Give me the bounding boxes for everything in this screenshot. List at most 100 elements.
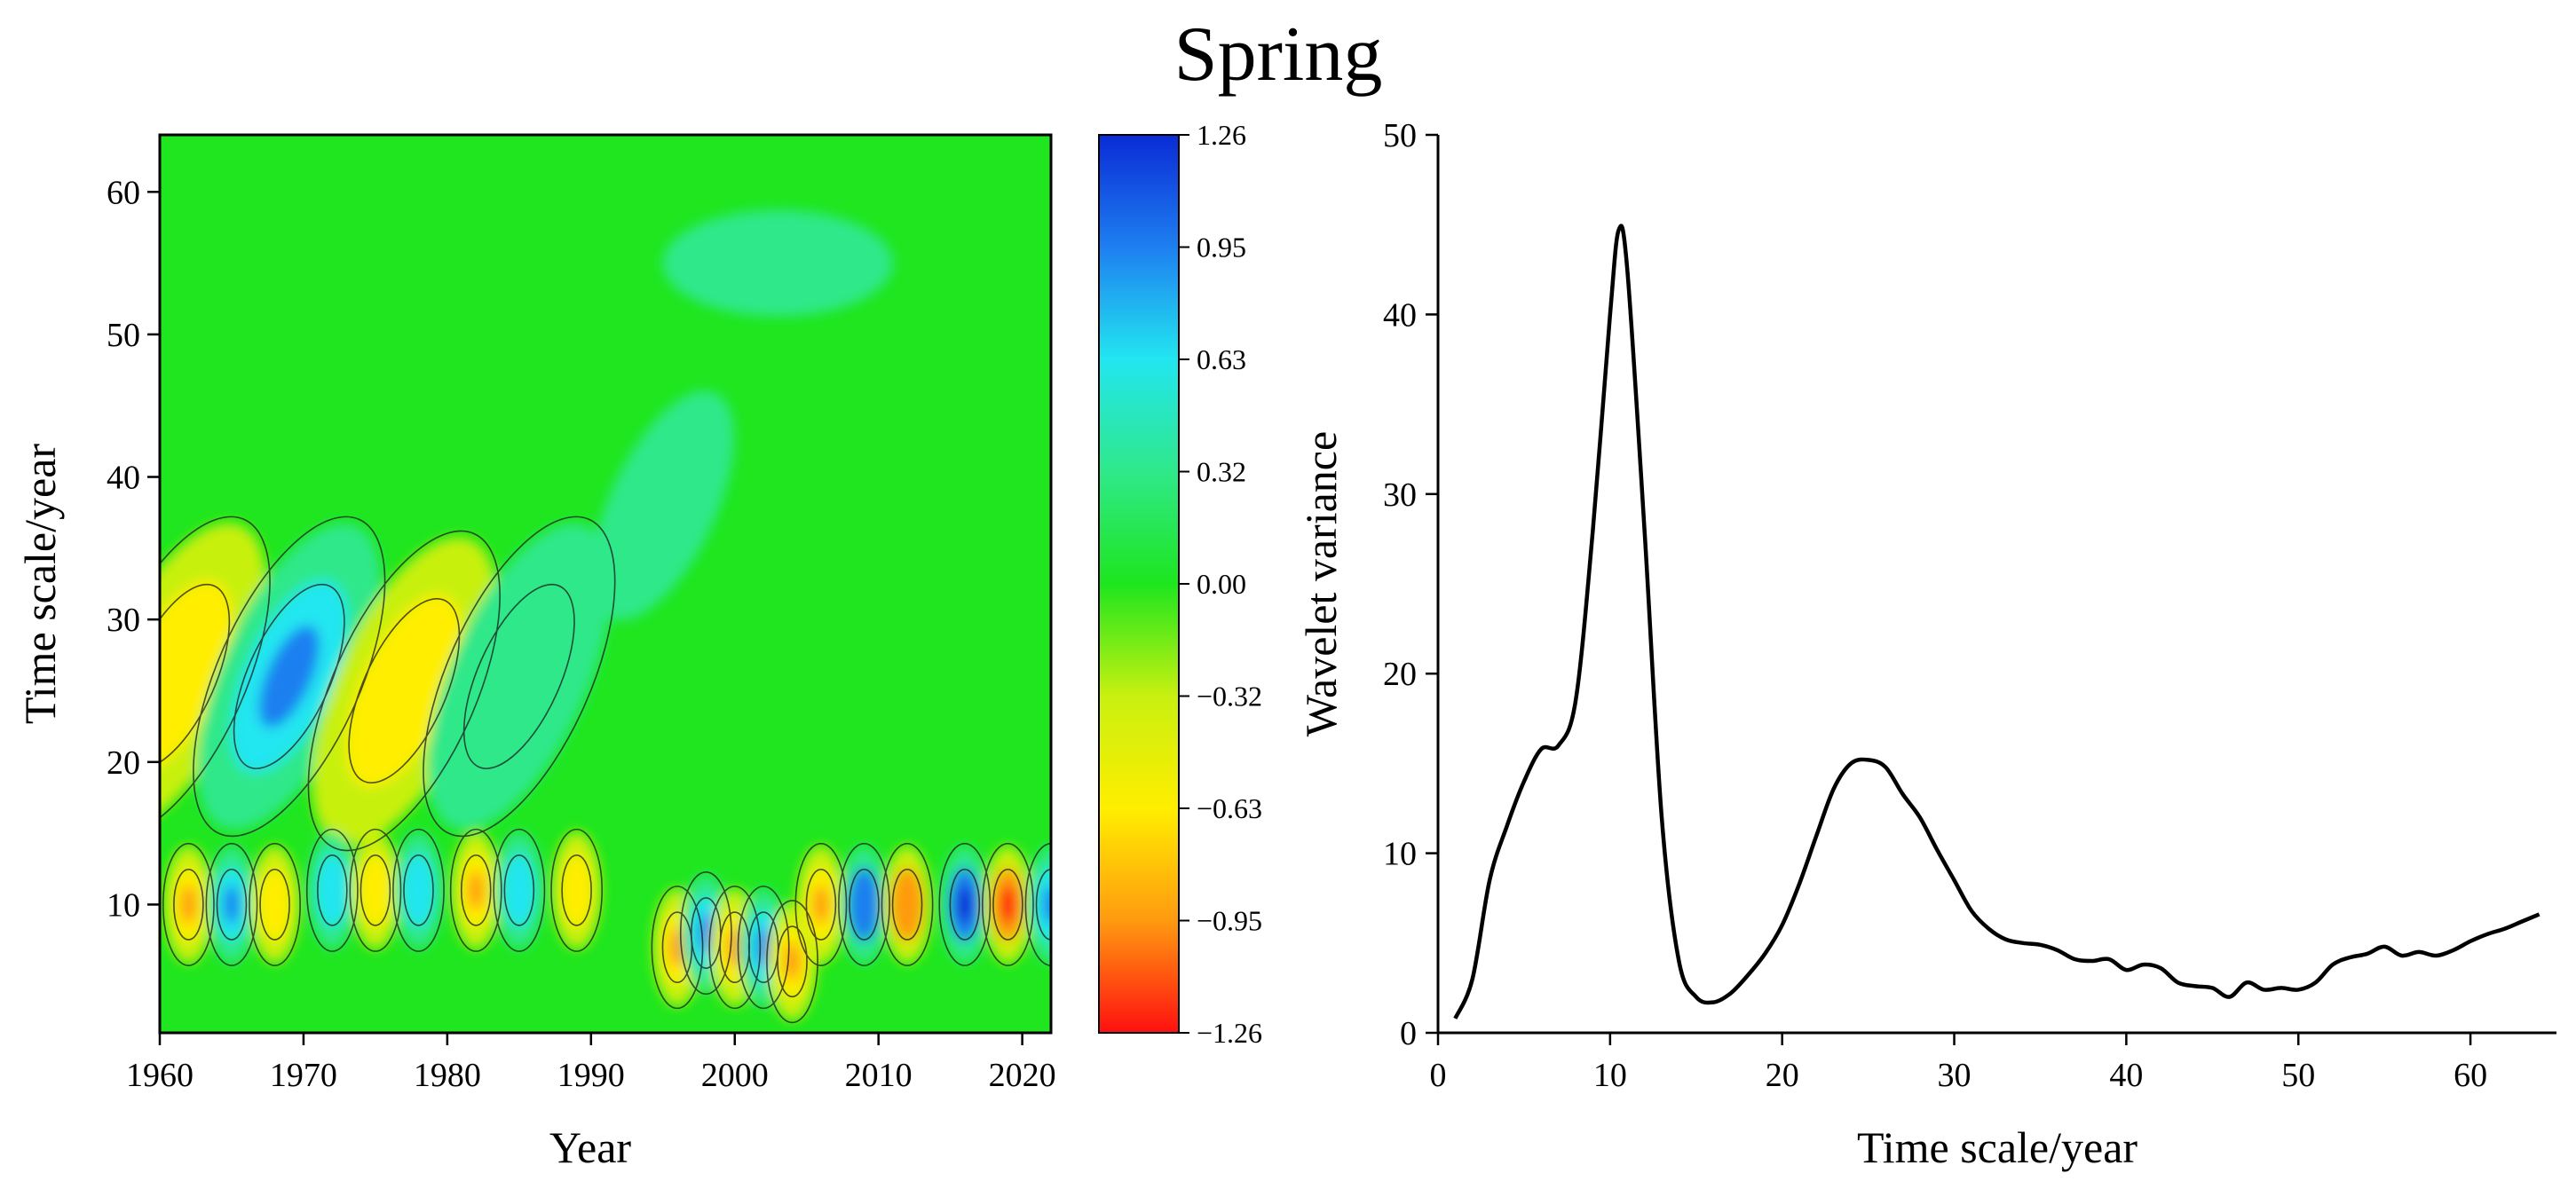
heatmap-x-tick-label: 2000 [701, 1057, 769, 1094]
heatmap-haze [591, 390, 735, 621]
heatmap-x-tick-label: 1980 [414, 1057, 481, 1094]
heatmap-contour [561, 854, 592, 926]
heatmap-y-tick-label: 40 [107, 460, 140, 497]
variance-axes: 0 10 20 30 40 50 60 0 10 20 30 40 50 [1383, 117, 2556, 1094]
heatmap-blob-core [374, 639, 435, 743]
heatmap-blob-core [224, 885, 240, 925]
heatmap-contour [881, 842, 934, 966]
heatmap-contours [160, 516, 1051, 1024]
heatmap-x-ticks: 1960 1970 1980 1990 2000 2010 2020 [126, 1033, 1056, 1094]
heatmap-contour [737, 886, 790, 1010]
heatmap-x-tick-label: 2020 [989, 1057, 1056, 1094]
heatmap-contour [423, 516, 616, 838]
colorbar-ticks: 1.26 0.95 0.63 0.32 0.00 −0.32 −0.63 −0.95 −1.26 [1179, 119, 1262, 1049]
colorbar-tick-label: −1.26 [1197, 1017, 1262, 1049]
heatmap-contour [162, 842, 215, 966]
heatmap-x-tick-label: 1960 [126, 1057, 194, 1094]
heatmap-blob-core [568, 870, 585, 910]
heatmap-blob-core [180, 885, 197, 925]
heatmap-blob-core [488, 625, 549, 728]
heatmap-contour [317, 854, 348, 926]
colorbar-tick-label: 0.32 [1197, 456, 1246, 488]
heatmap-contour [651, 886, 704, 1010]
heatmap-contour [679, 871, 732, 996]
variance-x-tick-label: 30 [1938, 1057, 1972, 1094]
colorbar-tick-label: 1.26 [1197, 119, 1246, 151]
heatmap-contour [259, 869, 290, 941]
heatmap-blob-core [856, 885, 873, 925]
heatmap-x-tick-label: 2010 [845, 1057, 913, 1094]
heatmap-contour [982, 842, 1034, 966]
heatmap-x-tick-label: 1990 [557, 1057, 625, 1094]
heatmap-blob-core [1000, 885, 1016, 925]
variance-y-tick-label: 10 [1383, 836, 1417, 873]
heatmap-blob-core [258, 625, 320, 728]
variance-y-tick-label: 40 [1383, 296, 1417, 334]
chart-title: Spring [1174, 12, 1383, 98]
colorbar-tick-label: −0.32 [1197, 681, 1262, 713]
heatmap-contour [249, 842, 301, 966]
heatmap-contour [216, 869, 248, 941]
heatmap-y-tick-label: 10 [107, 886, 140, 924]
heatmap-y-tick-label: 50 [107, 317, 140, 354]
heatmap-contour [349, 828, 402, 952]
variance-x-tick-label: 10 [1593, 1057, 1627, 1094]
heatmap-blob-core [957, 885, 973, 925]
heatmap-contour [550, 828, 604, 952]
colorbar-tick-label: 0.63 [1197, 343, 1246, 375]
heatmap-y-tick-label: 60 [107, 174, 140, 211]
heatmap-contour [838, 842, 890, 966]
heatmap-blob-core [266, 885, 283, 925]
heatmap-contour [708, 886, 762, 1010]
heatmap-contour [392, 828, 445, 952]
variance-x-tick-label: 50 [2281, 1057, 2315, 1094]
colorbar-tick-label: −0.63 [1197, 792, 1262, 824]
colorbar-gradient [1098, 134, 1180, 1034]
heatmap-contour [891, 869, 923, 941]
heatmap-frame [158, 133, 1053, 1035]
heatmap-y-tick-label: 20 [107, 744, 140, 782]
heatmap-x-tick-label: 1970 [270, 1057, 337, 1094]
variance-y-tick-label: 50 [1383, 117, 1417, 154]
variance-panel: 0 10 20 30 40 50 60 0 10 20 30 40 50 Time scale/year… [1296, 117, 2556, 1172]
heatmap-contour [805, 869, 837, 941]
heatmap-blob-core [324, 870, 341, 910]
heatmap-contour [449, 828, 502, 952]
heatmap-contour [403, 854, 434, 926]
colorbar-tick-label: 0.00 [1197, 568, 1246, 600]
colorbar-tick-label: −0.95 [1197, 905, 1262, 937]
heatmap-contour [462, 583, 575, 769]
heatmap-contour [460, 854, 492, 926]
heatmap-blob-core [899, 885, 915, 925]
heatmap-blobs [160, 209, 1051, 1020]
heatmap-haze [662, 209, 894, 317]
heatmap-contour [938, 842, 992, 966]
heatmap-blob-core [468, 870, 485, 910]
heatmap-blob-core [367, 870, 383, 910]
variance-y-label: Wavelet variance [1296, 431, 1346, 736]
heatmap-contour [1024, 842, 1051, 966]
heatmap-contour [992, 869, 1023, 941]
heatmap-contour [173, 869, 204, 941]
heatmap-y-ticks: 10 20 30 40 50 60 [107, 174, 160, 924]
heatmap-blob-core [813, 885, 829, 925]
heatmap-contour [348, 597, 461, 783]
heatmap-contour [777, 925, 808, 998]
heatmap-blob-core [160, 625, 205, 728]
heatmap-contour [849, 869, 880, 941]
variance-y-tick-label: 30 [1383, 476, 1417, 514]
heatmap-blob-core [511, 870, 527, 910]
heatmap-contour [493, 828, 546, 952]
variance-y-tick-label: 20 [1383, 656, 1417, 693]
heatmap-contour [503, 854, 535, 926]
heatmap-contour [766, 900, 818, 1024]
variance-x-tick-label: 20 [1766, 1057, 1799, 1094]
heatmap-contour [794, 842, 848, 966]
heatmap-contour [949, 869, 981, 941]
colorbar: 1.26 0.95 0.63 0.32 0.00 −0.32 −0.63 −0.95 −1.26 [1098, 119, 1262, 1049]
heatmap-contour [160, 583, 231, 769]
heatmap-x-label: Year [549, 1122, 631, 1172]
colorbar-tick-label: 0.95 [1197, 232, 1246, 264]
heatmap-blob-core [410, 870, 427, 910]
variance-x-tick-label: 60 [2454, 1057, 2487, 1094]
